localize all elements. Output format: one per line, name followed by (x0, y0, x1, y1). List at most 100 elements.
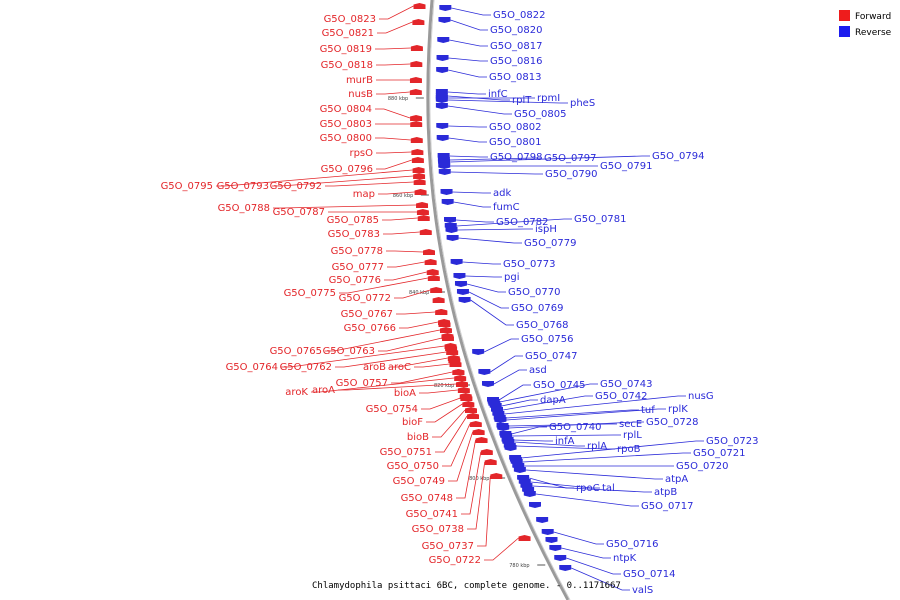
reverse-gene-g5o-0813[interactable] (436, 67, 449, 73)
reverse-gene-label[interactable]: fumC (493, 202, 520, 213)
forward-gene-g5o-0765[interactable] (439, 327, 452, 333)
forward-gene-label[interactable]: G5O_0785 (327, 215, 379, 226)
reverse-gene-label[interactable]: dapA (540, 395, 566, 406)
forward-gene-block[interactable] (441, 333, 454, 339)
reverse-gene-g5o-0805[interactable] (435, 103, 448, 109)
forward-gene-g5o-0751[interactable] (467, 413, 480, 419)
reverse-gene-label[interactable]: ntpK (613, 553, 637, 564)
reverse-gene-label[interactable]: ispH (535, 224, 557, 235)
reverse-gene-block[interactable] (522, 487, 535, 493)
forward-gene-g5o-0787[interactable] (416, 209, 429, 215)
reverse-gene-g5o-0816[interactable] (436, 55, 449, 61)
reverse-gene-label[interactable]: tuf (641, 405, 655, 416)
reverse-gene-label[interactable]: G5O_0743 (600, 379, 652, 390)
reverse-gene-label[interactable]: secE (619, 419, 642, 430)
reverse-gene-g5o-0756[interactable] (472, 349, 485, 355)
forward-gene-label[interactable]: G5O_0793 (217, 181, 269, 192)
reverse-gene-label[interactable]: rplK (668, 404, 688, 415)
reverse-gene-block[interactable] (494, 417, 507, 423)
forward-gene-label[interactable]: G5O_0757 (336, 378, 388, 389)
reverse-gene-g5o-0714[interactable] (554, 555, 567, 561)
forward-gene-label[interactable]: G5O_0722 (429, 555, 481, 566)
reverse-gene-ntpk[interactable] (549, 545, 562, 551)
forward-gene-label[interactable]: G5O_0749 (393, 476, 445, 487)
reverse-gene-label[interactable]: G5O_0717 (641, 501, 693, 512)
reverse-gene-label[interactable]: G5O_0740 (549, 422, 601, 433)
forward-gene-block[interactable] (445, 345, 458, 351)
forward-gene-block[interactable] (435, 309, 448, 315)
reverse-gene-g5o-0782[interactable] (444, 217, 456, 223)
forward-gene-label[interactable]: G5O_0803 (320, 119, 372, 130)
reverse-gene-label[interactable]: G5O_0822 (493, 10, 545, 21)
forward-gene-g5o-0748[interactable] (475, 437, 488, 443)
forward-gene-label[interactable]: G5O_0775 (284, 288, 336, 299)
reverse-gene-label[interactable]: tal (602, 483, 615, 494)
forward-gene-biob[interactable] (464, 407, 477, 413)
forward-gene-label[interactable]: G5O_0765 (270, 346, 322, 357)
forward-gene-label[interactable]: G5O_0754 (366, 404, 418, 415)
reverse-gene-label[interactable]: rplT (512, 95, 532, 106)
reverse-gene-label[interactable]: G5O_0723 (706, 436, 758, 447)
forward-gene-block[interactable] (438, 321, 451, 327)
reverse-gene-fumc[interactable] (441, 199, 454, 205)
forward-gene-label[interactable]: bioB (407, 432, 429, 443)
reverse-gene-label[interactable]: atpB (654, 487, 677, 498)
forward-gene-label[interactable]: G5O_0741 (406, 509, 458, 520)
forward-gene-label[interactable]: G5O_0792 (270, 181, 322, 192)
reverse-gene-block[interactable] (545, 537, 558, 543)
reverse-gene-label[interactable]: nusG (688, 391, 714, 402)
reverse-gene-label[interactable]: G5O_0768 (516, 320, 568, 331)
reverse-gene-g5o-0801[interactable] (436, 135, 449, 141)
reverse-gene-label[interactable]: G5O_0714 (623, 569, 675, 580)
forward-gene-block[interactable] (448, 357, 461, 363)
forward-gene-biof[interactable] (462, 401, 475, 407)
forward-gene-label[interactable]: G5O_0804 (320, 104, 372, 115)
reverse-gene-label[interactable]: pheS (570, 98, 595, 109)
reverse-gene-label[interactable]: G5O_0798 (490, 152, 542, 163)
reverse-gene-label[interactable]: G5O_0716 (606, 539, 658, 550)
reverse-gene-g5o-0728[interactable] (497, 425, 510, 431)
reverse-gene-g5o-0769[interactable] (456, 289, 469, 295)
forward-gene-arok[interactable] (454, 375, 467, 381)
reverse-gene-block[interactable] (509, 457, 522, 463)
forward-gene-g5o-0741[interactable] (480, 449, 493, 455)
forward-gene-label[interactable]: G5O_0762 (280, 362, 332, 373)
reverse-gene-label[interactable]: G5O_0756 (521, 334, 573, 345)
reverse-gene-label[interactable]: G5O_0797 (544, 153, 596, 164)
reverse-gene-g5o-0820[interactable] (438, 17, 451, 23)
forward-gene-g5o-0777[interactable] (424, 259, 437, 265)
forward-gene-g5o-0796[interactable] (411, 157, 424, 163)
reverse-gene-label[interactable]: G5O_0773 (503, 259, 555, 270)
reverse-gene-asd[interactable] (481, 381, 494, 387)
reverse-gene-g5o-0768[interactable] (458, 297, 471, 303)
reverse-gene-label[interactable]: G5O_0816 (490, 56, 542, 67)
reverse-gene-label[interactable]: G5O_0779 (524, 238, 576, 249)
reverse-gene-label[interactable]: rpmI (537, 93, 560, 104)
forward-gene-g5o-0772[interactable] (430, 287, 443, 293)
reverse-gene-g5o-0802[interactable] (436, 123, 449, 129)
forward-gene-bioa[interactable] (457, 387, 470, 393)
reverse-gene-label[interactable]: infA (555, 436, 575, 447)
forward-gene-map[interactable] (414, 189, 427, 195)
forward-gene-label[interactable]: murB (346, 75, 373, 86)
forward-gene-g5o-0795[interactable] (412, 167, 425, 173)
reverse-gene-label[interactable]: G5O_0813 (489, 72, 541, 83)
forward-gene-g5o-0792[interactable] (413, 179, 426, 185)
forward-gene-label[interactable]: G5O_0819 (320, 44, 372, 55)
reverse-gene-g5o-0790[interactable] (438, 169, 451, 175)
forward-gene-label[interactable]: G5O_0750 (387, 461, 439, 472)
forward-gene-label[interactable]: aroA (312, 385, 335, 396)
reverse-gene-label[interactable]: G5O_0728 (646, 417, 698, 428)
forward-gene-label[interactable]: G5O_0777 (332, 262, 384, 273)
forward-gene-g5o-0818[interactable] (410, 61, 423, 67)
forward-gene-label[interactable]: aroK (285, 387, 308, 398)
reverse-gene-block[interactable] (536, 517, 549, 523)
reverse-gene-g5o-0716[interactable] (541, 529, 554, 535)
forward-gene-g5o-0793[interactable] (413, 173, 426, 179)
forward-gene-g5o-0737[interactable] (490, 473, 503, 479)
forward-gene-label[interactable]: G5O_0788 (218, 203, 270, 214)
forward-gene-label[interactable]: G5O_0787 (273, 207, 325, 218)
reverse-gene-g5o-0822[interactable] (439, 5, 452, 11)
reverse-gene-label[interactable]: adk (493, 188, 511, 199)
reverse-gene-label[interactable]: G5O_0790 (545, 169, 597, 180)
